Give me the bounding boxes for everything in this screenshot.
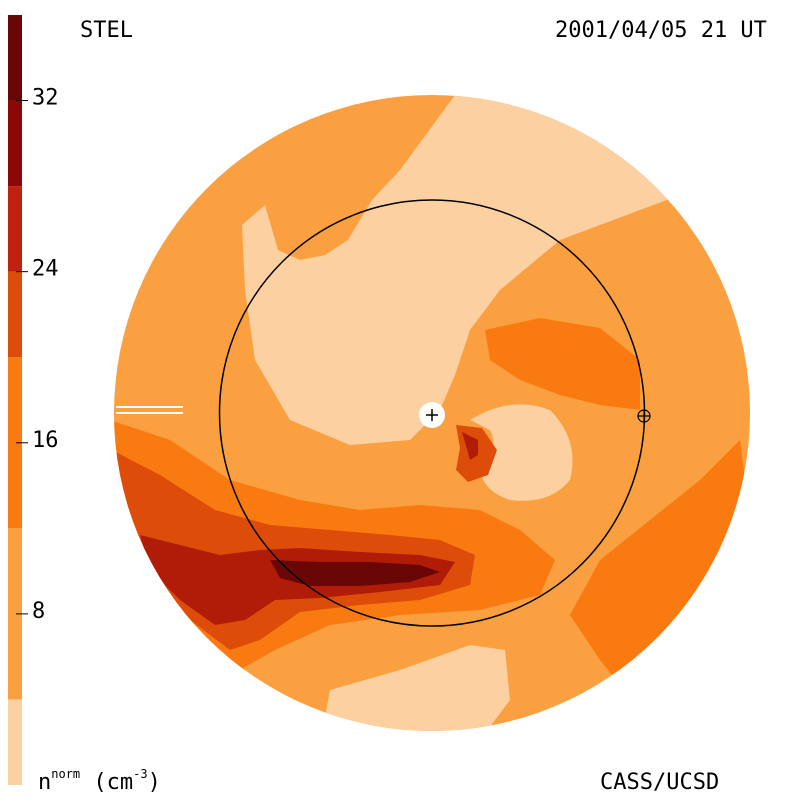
colorbar-tick-label-8: 8 bbox=[32, 599, 45, 624]
colorbar-tick-label-24: 24 bbox=[32, 257, 59, 282]
density-region-center-core bbox=[462, 432, 478, 460]
colorbar-level-0 bbox=[8, 699, 22, 785]
colorbar-level-1 bbox=[8, 528, 22, 700]
density-region-east-mid bbox=[485, 318, 640, 410]
density-region-north-low bbox=[242, 95, 720, 445]
unit-paren-open: (cm bbox=[80, 770, 134, 795]
density-region-center-low bbox=[470, 404, 573, 501]
density-region-south-low bbox=[320, 645, 510, 731]
colorbar-level-5 bbox=[8, 100, 22, 187]
colorbar-level-4 bbox=[8, 186, 22, 272]
unit-base: n bbox=[38, 770, 52, 795]
colorbar-level-6 bbox=[8, 15, 22, 101]
timestamp-label: 2001/04/05 21 UT bbox=[555, 18, 767, 43]
credit-label: CASS/UCSD bbox=[600, 770, 720, 795]
density-map bbox=[114, 95, 750, 731]
unit-paren-close: ) bbox=[147, 770, 161, 795]
colorbar-tick-label-32: 32 bbox=[32, 86, 59, 111]
colorbar-level-3 bbox=[8, 271, 22, 358]
density-region-core-veryhigh bbox=[270, 560, 440, 586]
colorbar-level-2 bbox=[8, 357, 22, 529]
unit-exponent: -3 bbox=[133, 767, 148, 781]
sun-center-cross bbox=[426, 409, 438, 421]
unit-superscript: norm bbox=[51, 767, 81, 781]
west-edge-notch bbox=[116, 406, 183, 414]
source-label: STEL bbox=[80, 18, 133, 43]
colorbar-tick-label-16: 16 bbox=[32, 428, 59, 453]
colorbar: 8 16 24 32 bbox=[8, 15, 59, 785]
colorbar-unit-label: nnorm (cm-3) bbox=[38, 767, 161, 795]
earth-position-cross bbox=[638, 410, 650, 422]
